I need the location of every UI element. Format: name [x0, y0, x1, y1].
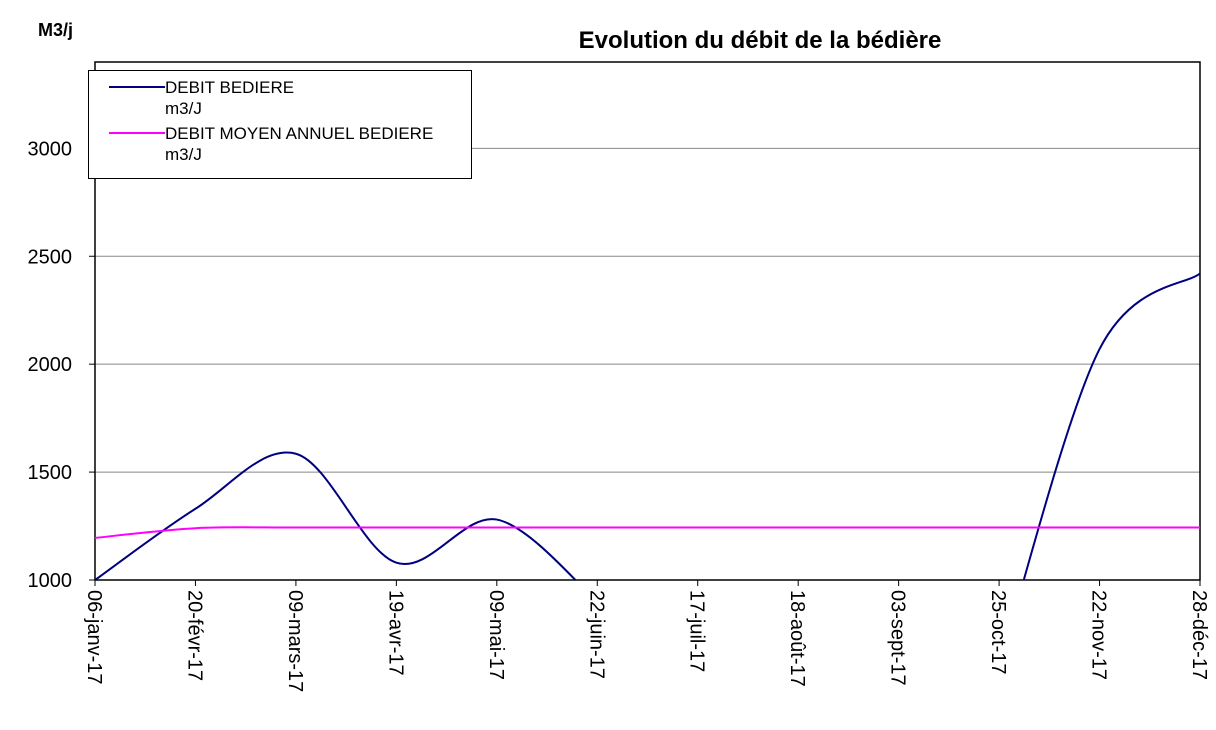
x-tick-label: 18-août-17 — [786, 590, 808, 687]
plot-frame — [94, 61, 1201, 581]
y-tick-label: 2500 — [28, 246, 73, 268]
x-tick-label: 22-juin-17 — [585, 590, 607, 679]
chart-title: Evolution du débit de la bédière — [579, 27, 942, 54]
legend-label: DEBIT BEDIERE m3/J — [165, 78, 295, 118]
legend-swatch — [109, 132, 165, 134]
y-tick-label: 1500 — [28, 462, 73, 484]
x-tick-label: 03-sept-17 — [887, 590, 909, 686]
x-tick-label: 09-mars-17 — [284, 590, 306, 692]
legend-item: DEBIT BEDIERE m3/J — [109, 77, 435, 119]
legend-swatch — [109, 86, 165, 88]
legend-item: DEBIT MOYEN ANNUEL BEDIERE m3/J — [109, 123, 435, 165]
x-tick-label: 20-févr-17 — [183, 590, 205, 681]
y-tick-label: 3000 — [28, 138, 73, 160]
x-tick-label: 17-juil-17 — [686, 590, 708, 672]
x-tick-label: 22-nov-17 — [1088, 590, 1110, 680]
series-line — [95, 526, 1200, 539]
y-axis-label: M3/j — [38, 20, 73, 40]
x-tick-label: 06-janv-17 — [83, 590, 105, 685]
y-tick-label: 2000 — [28, 354, 73, 376]
series-line — [95, 272, 1200, 580]
legend: DEBIT BEDIERE m3/J DEBIT MOYEN ANNUEL BED… — [88, 70, 472, 179]
x-tick-label: 25-oct-17 — [987, 590, 1009, 675]
x-tick-label: 28-déc-17 — [1188, 590, 1210, 680]
x-tick-label: 19-avr-17 — [384, 590, 406, 676]
x-tick-label: 09-mai-17 — [485, 590, 507, 680]
legend-label: DEBIT MOYEN ANNUEL BEDIERE m3/J — [165, 124, 434, 164]
y-tick-label: 1000 — [28, 570, 73, 592]
